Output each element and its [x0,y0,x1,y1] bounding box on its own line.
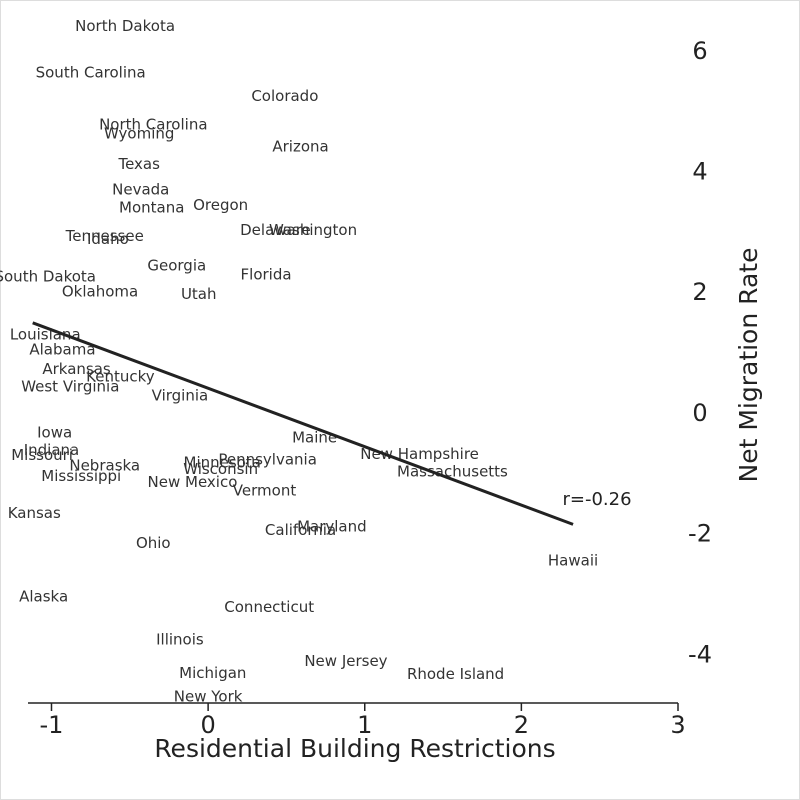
point-label: West Virginia [21,377,119,395]
y-axis-title: Net Migration Rate [734,248,763,483]
point-label: North Dakota [75,17,175,35]
fit-line [32,321,574,526]
point-label: Louisiana [10,325,81,343]
x-tick-label: 0 [200,711,215,739]
point-label: Utah [181,285,217,303]
y-tick-label: -2 [688,520,712,548]
point-label: Florida [241,266,292,284]
point-label: Virginia [152,386,209,404]
point-label: Connecticut [224,598,314,616]
point-label: New Mexico [148,473,238,491]
point-label: Vermont [233,482,297,500]
point-label: Oregon [193,196,248,214]
point-label: South Dakota [0,267,96,285]
annotation: r=-0.26 [562,489,631,510]
y-tick-label: 2 [692,278,707,306]
point-label: Tennessee [65,227,144,245]
point-label: Oklahoma [62,283,138,301]
x-tick-label: -1 [40,711,64,739]
point-label: Texas [117,155,160,173]
point-label: Massachusetts [397,462,508,480]
point-label: Ohio [136,534,171,552]
point-label: Nebraska [69,456,140,474]
point-label: Missouri [11,446,73,464]
point-label: California [265,521,336,539]
point-label: Arkansas [42,360,111,378]
point-label: Maine [292,429,337,447]
point-label: South Carolina [36,63,146,81]
point-label: New Jersey [304,652,387,670]
x-axis-title: Residential Building Restrictions [154,734,555,763]
point-label: Washington [269,221,357,239]
point-label: Michigan [179,664,246,682]
point-label: Iowa [37,424,72,442]
point-label: Pennsylvania [218,450,317,468]
point-label: North Carolina [99,115,207,133]
point-label: Wyoming [104,124,174,142]
point-label: Indiana [24,441,80,459]
point-label: Georgia [147,257,206,275]
point-label: Hawaii [548,552,598,570]
point-label: Kentucky [86,368,155,386]
point-label: Maryland [297,517,367,535]
point-label: Minnesota [184,453,261,471]
y-tick-label: 6 [692,37,707,65]
x-tick-label: 2 [514,711,529,739]
point-label: New Hampshire [360,445,479,463]
point-label: Rhode Island [407,665,504,683]
point-label: Mississippi [41,467,121,485]
point-label: Colorado [251,87,318,105]
x-tick-label: 3 [670,711,685,739]
y-tick-label: 4 [692,158,707,186]
point-label: Delaware [240,221,311,239]
x-tick-label: 1 [357,711,372,739]
point-label: Wisconsin [183,460,258,478]
point-label: Alabama [29,340,95,358]
y-tick-label: -4 [688,640,712,668]
point-label: Alaska [19,587,68,605]
point-label: Nevada [112,181,169,199]
point-label: Arizona [272,138,328,156]
point-label: Idaho [87,230,129,248]
point-label: Kansas [8,504,61,522]
y-tick-label: 0 [692,399,707,427]
point-label: Montana [119,199,184,217]
point-label: Illinois [156,631,204,649]
point-label: New York [174,687,243,705]
